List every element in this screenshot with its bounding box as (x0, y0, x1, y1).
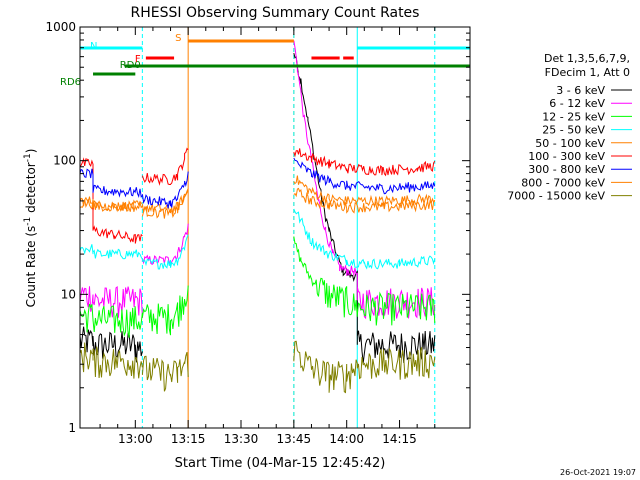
series-300-800-kev (79, 157, 436, 209)
series-trace (79, 303, 143, 338)
series-trace (293, 40, 436, 320)
flag-label: RD0 (120, 60, 141, 71)
flag-label: RD6 (60, 77, 81, 88)
y-axis-label: Count Rate (s-1 detector-1) (23, 149, 38, 308)
axes-layer: 13:00 13:15 13:30 13:45 14:00 14:15 1 10 100 1000 (45, 20, 471, 446)
y-tick-label: 1 (68, 421, 76, 435)
series-trace (293, 187, 436, 214)
series-trace (141, 223, 189, 265)
series-trace (141, 147, 189, 186)
flags-layer: RD0 RD6 N F S (60, 33, 470, 88)
x-tick-label: 13:00 (118, 432, 153, 446)
legend: Det 1,3,5,6,7,9,FDecim 1, Att 0 3 - 6 keV… (507, 52, 632, 203)
series-12-25-kev (79, 236, 436, 338)
flag-label: N (90, 41, 97, 52)
legend-header: Det 1,3,5,6,7,9, (544, 52, 630, 65)
x-tick-label: 13:30 (224, 432, 259, 446)
y-tick-label: 10 (61, 287, 76, 301)
series-layer (79, 40, 436, 394)
legend-label: 12 - 25 keV (542, 110, 605, 123)
series-trace (79, 244, 143, 260)
y-axis-label-sup1: -1 (23, 217, 33, 226)
series-trace (79, 157, 143, 244)
x-tick-label: 14:15 (382, 432, 417, 446)
plot-frame (79, 26, 471, 429)
chart-title: RHESSI Observing Summary Count Rates (131, 5, 420, 21)
x-tick-label: 13:45 (277, 432, 312, 446)
series-trace (141, 234, 189, 270)
y-axis-label-mid: detector (24, 162, 38, 217)
y-tick-label: 100 (53, 154, 76, 168)
legend-label: 300 - 800 keV (528, 163, 605, 176)
y-tick-label: 1000 (45, 20, 76, 34)
series-trace (141, 190, 189, 219)
series-6-12-kev (79, 40, 436, 320)
legend-label: 3 - 6 keV (556, 84, 605, 97)
x-tick-label: 14:00 (329, 432, 364, 446)
x-axis-label: Start Time (04-Mar-15 12:45:42) (175, 456, 386, 471)
series-7000-15000-kev (79, 340, 436, 394)
series-trace (293, 236, 436, 326)
series-trace (293, 208, 436, 270)
legend-label: 800 - 7000 keV (521, 176, 605, 189)
y-axis-label-sup2: -1 (23, 153, 33, 162)
timestamp: 26-Oct-2021 19:07 (560, 468, 636, 477)
series-trace (79, 342, 143, 379)
series-trace (141, 285, 189, 336)
series-trace (141, 352, 189, 392)
series-trace (293, 340, 436, 394)
flag-label: S (175, 33, 181, 44)
legend-label: 50 - 100 keV (535, 137, 605, 150)
series-800-7000-kev (79, 187, 436, 219)
legend-label: 100 - 300 keV (528, 150, 605, 163)
series-trace (79, 198, 143, 213)
series-25-50-kev (79, 208, 436, 270)
flag-label: F (135, 54, 141, 65)
legend-header: FDecim 1, Att 0 (545, 66, 630, 79)
series-trace (293, 148, 436, 177)
legend-label: 25 - 50 keV (542, 124, 605, 137)
series-trace (79, 326, 143, 363)
y-axis-label-end: ) (24, 149, 38, 154)
series-trace (79, 286, 143, 319)
y-axis-label-main: Count Rate (s (24, 226, 38, 308)
series-trace (79, 168, 143, 199)
series-trace (141, 171, 189, 209)
legend-label: 6 - 12 keV (549, 97, 605, 110)
legend-label: 7000 - 15000 keV (507, 190, 605, 203)
x-tick-label: 13:15 (171, 432, 206, 446)
series-100-300-kev (79, 147, 436, 244)
series-trace (293, 157, 436, 195)
